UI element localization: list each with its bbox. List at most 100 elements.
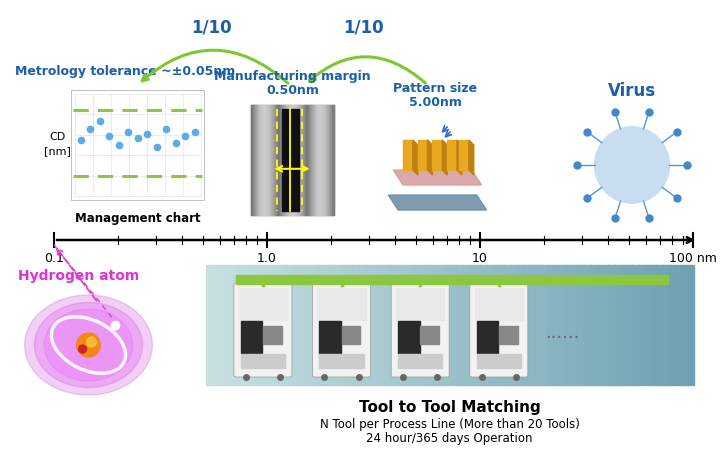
Bar [320,105,321,215]
Bar [272,105,274,215]
Bar [413,265,420,385]
Text: Management chart: Management chart [75,212,200,225]
Bar [541,265,548,385]
Bar [266,105,267,215]
Circle shape [78,345,86,353]
Bar [274,265,280,385]
Bar [590,265,597,385]
Text: 0.1: 0.1 [44,252,64,265]
Bar [269,105,270,215]
Bar [279,105,280,215]
Bar [364,265,372,385]
Bar [477,354,521,368]
Bar [316,265,323,385]
Text: ......: ...... [546,324,580,342]
Polygon shape [442,140,447,175]
Bar [284,105,285,215]
Bar [426,265,433,385]
Bar [251,105,253,215]
Bar [486,265,493,385]
Text: Metrology tolerance ~±0.05nm: Metrology tolerance ~±0.05nm [14,65,235,78]
Bar [296,105,297,215]
Ellipse shape [44,309,132,381]
Bar [553,265,560,385]
Bar [256,105,258,215]
Bar [219,265,225,385]
FancyBboxPatch shape [234,283,292,377]
Bar [528,265,536,385]
Bar [359,265,366,385]
Bar [261,265,269,385]
Bar [287,105,288,215]
Bar [468,265,475,385]
Bar [602,265,609,385]
Text: 1/10: 1/10 [343,18,384,36]
Bar [324,105,325,215]
Bar [383,265,390,385]
Bar [510,265,518,385]
Bar [516,265,523,385]
Text: 24 hour/365 days Operation: 24 hour/365 days Operation [366,432,533,445]
Bar [307,105,309,215]
Bar [559,265,566,385]
Bar [306,105,307,215]
Circle shape [76,333,100,357]
Bar [322,265,329,385]
FancyBboxPatch shape [391,283,449,377]
Text: Virus: Virus [608,82,656,100]
Bar [282,105,283,215]
Text: Manufacturing margin: Manufacturing margin [214,70,371,83]
Ellipse shape [24,295,153,395]
Text: [nm]: [nm] [44,146,71,156]
Bar [299,105,300,215]
Bar [328,105,329,215]
Text: 0.50nm: 0.50nm [266,84,319,97]
Bar [243,265,250,385]
Bar [225,265,232,385]
Bar [462,265,469,385]
Bar [638,265,645,385]
Bar [323,105,324,215]
Bar [407,265,414,385]
Bar [280,105,281,215]
Bar [267,265,274,385]
Bar [277,105,278,215]
Bar [498,265,505,385]
Bar [283,105,284,215]
Bar [577,265,585,385]
Bar [274,105,275,215]
Bar [480,265,487,385]
Bar [291,105,292,215]
Bar [420,325,439,344]
Bar [352,265,359,385]
Bar [297,105,298,215]
Bar [444,265,451,385]
Bar [505,265,511,385]
Text: 10: 10 [472,252,488,265]
Bar [230,265,238,385]
Bar [332,105,333,215]
Bar [315,105,317,215]
Bar [295,105,296,215]
Bar [474,288,523,319]
Bar [474,265,481,385]
Polygon shape [428,140,433,175]
Bar [681,265,688,385]
Bar [669,265,675,385]
Text: Pattern size: Pattern size [393,82,477,95]
Text: 1/10: 1/10 [191,18,232,36]
Bar [328,265,335,385]
Bar [267,105,269,215]
Text: N Tool per Process Line (More than 20 Tools): N Tool per Process Line (More than 20 To… [320,418,580,431]
Bar [276,105,277,215]
Bar [395,265,402,385]
Bar [292,105,293,215]
Circle shape [86,337,96,347]
Polygon shape [393,170,482,185]
Bar [377,265,384,385]
Bar [632,265,639,385]
Bar [288,105,289,215]
Bar [329,105,330,215]
Bar [318,105,320,215]
Text: Tool to Tool Matching: Tool to Tool Matching [359,400,541,415]
